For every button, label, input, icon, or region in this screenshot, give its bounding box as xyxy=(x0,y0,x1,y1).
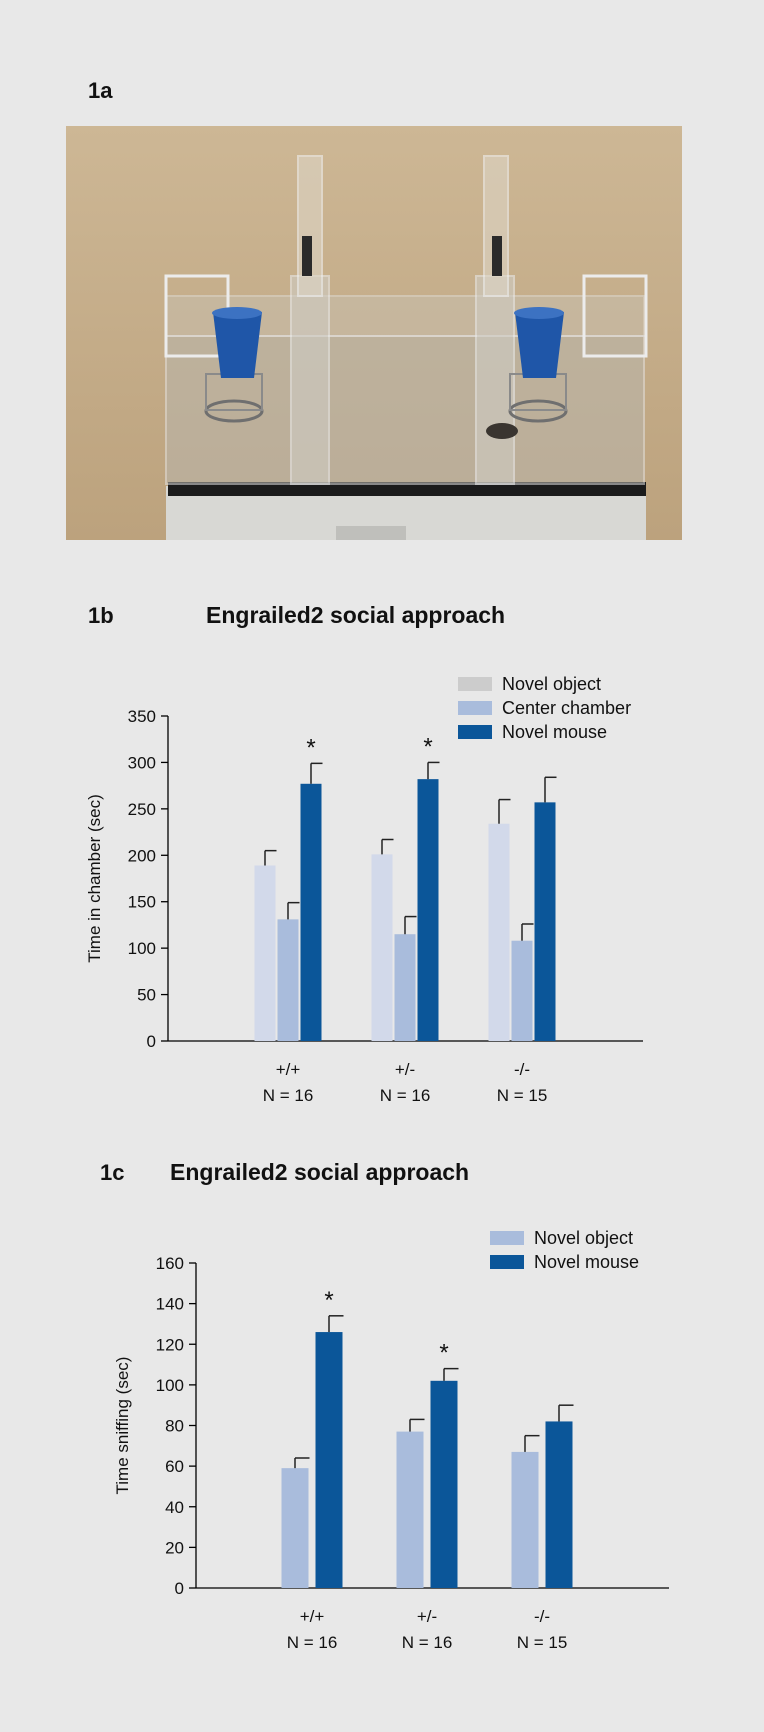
y-tick-label: 100 xyxy=(128,939,156,958)
bar xyxy=(300,783,322,1041)
x-tick-label: +/- xyxy=(417,1607,437,1626)
bar xyxy=(396,1431,424,1588)
panel-b-title: Engrailed2 social approach xyxy=(206,602,506,628)
panel-c-title: Engrailed2 social approach xyxy=(170,1159,470,1185)
y-tick-label: 0 xyxy=(175,1579,184,1598)
significance-star: * xyxy=(439,1340,448,1367)
bar xyxy=(254,865,276,1041)
x-tick-label: -/- xyxy=(514,1060,530,1079)
y-tick-label: 80 xyxy=(165,1417,184,1436)
significance-star: * xyxy=(324,1287,333,1314)
bar xyxy=(511,940,533,1041)
x-tick-label: -/- xyxy=(534,1607,550,1626)
social-approach-apparatus-photo xyxy=(66,126,682,540)
panel-a-label: 1a xyxy=(88,78,113,103)
bar xyxy=(394,934,416,1041)
sample-size-label: N = 16 xyxy=(402,1633,453,1652)
legend-label: Center chamber xyxy=(502,698,631,718)
y-axis-label: Time sniffing (sec) xyxy=(113,1357,132,1495)
x-tick-label: +/+ xyxy=(300,1607,325,1626)
y-tick-label: 250 xyxy=(128,800,156,819)
legend-label: Novel mouse xyxy=(534,1252,639,1272)
y-tick-label: 20 xyxy=(165,1538,184,1557)
sample-size-label: N = 15 xyxy=(497,1086,548,1105)
sample-size-label: N = 15 xyxy=(517,1633,568,1652)
y-tick-label: 0 xyxy=(147,1032,156,1051)
y-tick-label: 350 xyxy=(128,707,156,726)
y-tick-label: 120 xyxy=(156,1335,184,1354)
sample-size-label: N = 16 xyxy=(263,1086,314,1105)
legend-swatch xyxy=(458,725,492,739)
x-tick-label: +/- xyxy=(395,1060,415,1079)
y-tick-label: 60 xyxy=(165,1457,184,1476)
y-tick-label: 160 xyxy=(156,1254,184,1273)
panel-b-label: 1b xyxy=(88,603,114,628)
bar xyxy=(417,779,439,1041)
x-tick-label: +/+ xyxy=(276,1060,301,1079)
legend-swatch xyxy=(458,677,492,691)
sample-size-label: N = 16 xyxy=(380,1086,431,1105)
bar xyxy=(488,823,510,1041)
y-tick-label: 50 xyxy=(137,986,156,1005)
sample-size-label: N = 16 xyxy=(287,1633,338,1652)
bar xyxy=(277,919,299,1041)
significance-star: * xyxy=(423,733,432,760)
legend-label: Novel object xyxy=(534,1228,633,1248)
bar xyxy=(534,802,556,1041)
y-tick-label: 40 xyxy=(165,1498,184,1517)
legend-swatch xyxy=(458,701,492,715)
bar xyxy=(371,854,393,1041)
chart-c: 0 20 40 60 80 100 120 140 160 Time sniffing (sec)… xyxy=(113,1228,669,1652)
legend-swatch xyxy=(490,1255,524,1269)
legend-label: Novel object xyxy=(502,674,601,694)
bar xyxy=(315,1332,343,1588)
y-tick-label: 140 xyxy=(156,1295,184,1314)
bar xyxy=(281,1468,309,1588)
legend-swatch xyxy=(490,1231,524,1245)
significance-star: * xyxy=(306,734,315,761)
panel-c-label: 1c xyxy=(100,1160,125,1185)
y-tick-label: 100 xyxy=(156,1376,184,1395)
y-tick-label: 150 xyxy=(128,893,156,912)
y-tick-label: 300 xyxy=(128,753,156,772)
bar xyxy=(511,1451,539,1588)
legend-label: Novel mouse xyxy=(502,722,607,742)
y-tick-label: 200 xyxy=(128,846,156,865)
bar xyxy=(545,1421,573,1588)
chart-b: 0 50 100 150 200 250 300 350 Time in chamber (se… xyxy=(85,674,643,1105)
bar xyxy=(430,1380,458,1588)
y-axis-label: Time in chamber (sec) xyxy=(85,794,104,962)
